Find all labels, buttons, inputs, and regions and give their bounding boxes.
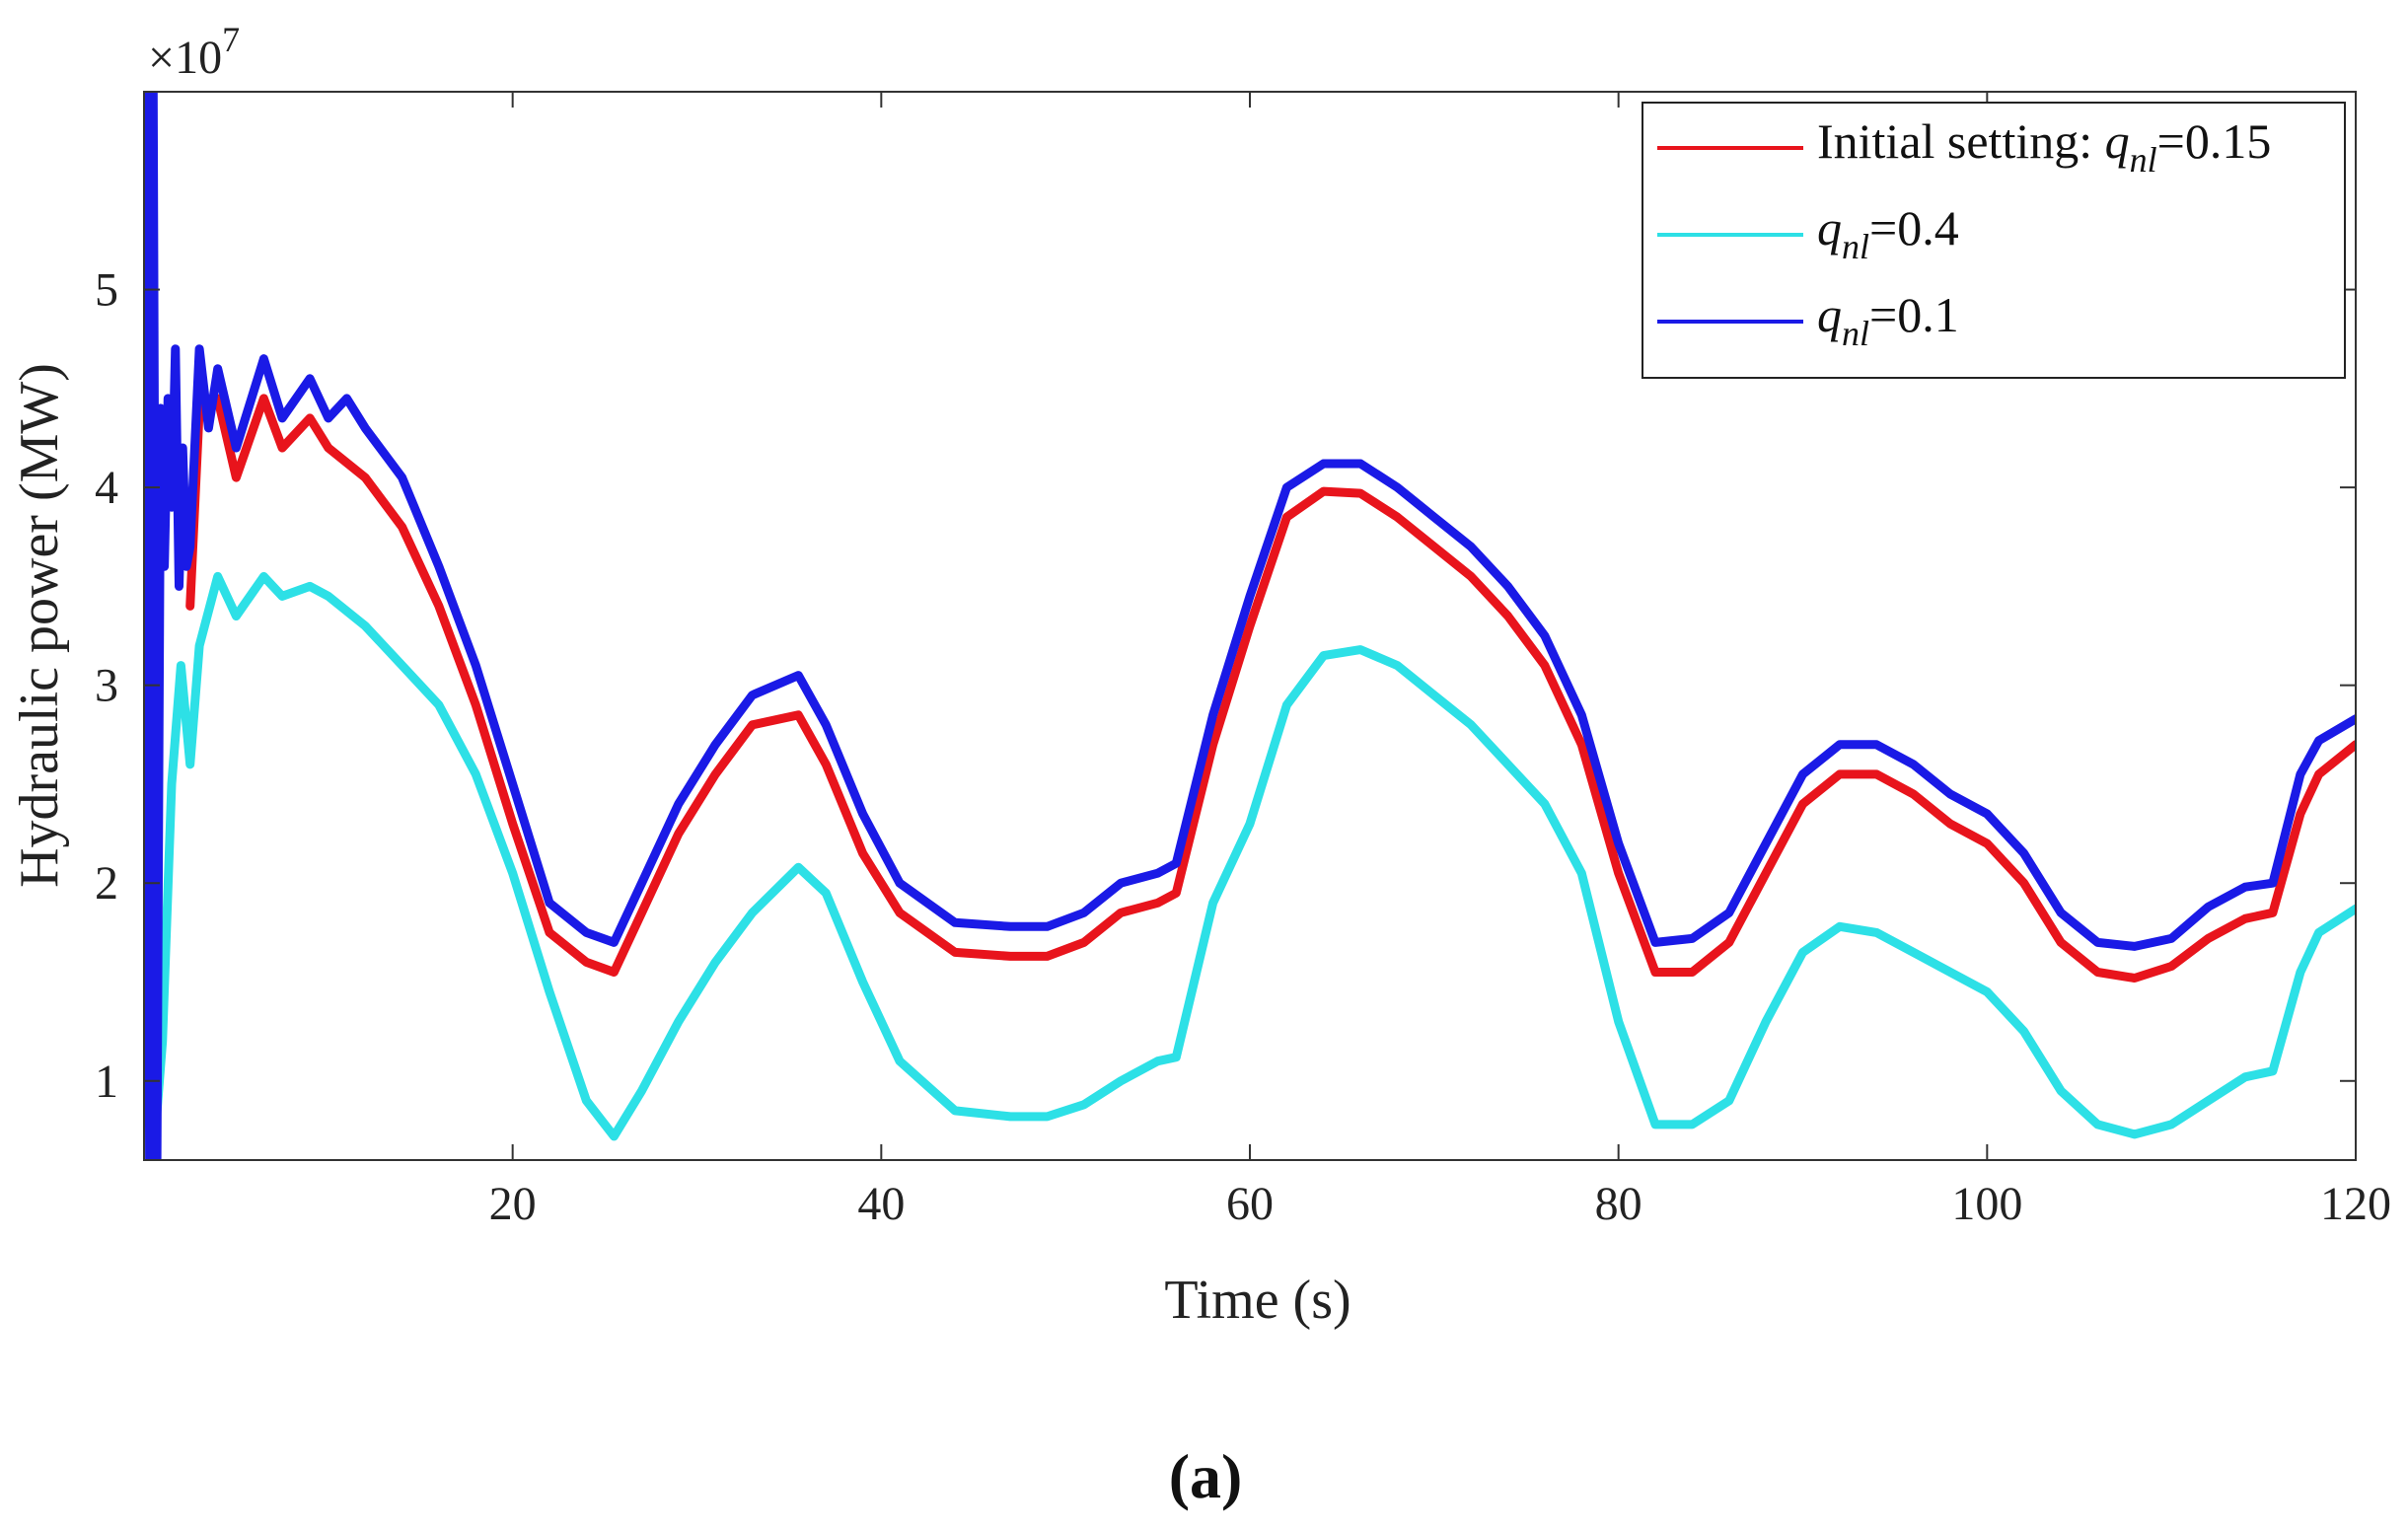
y-exponent-label: ×107: [148, 20, 240, 84]
x-tick-label: 120: [2320, 1178, 2391, 1230]
x-tick-label: 20: [489, 1178, 537, 1230]
y-tick-label: 4: [95, 462, 118, 514]
y-tick-label: 2: [95, 857, 118, 910]
series-line-1: [185, 394, 2356, 983]
x-tick-label: 80: [1595, 1178, 1642, 1230]
series-layer: [144, 92, 2356, 1160]
legend: Initial setting: qnl=0.15 qnl=0.4 qnl=0.1: [1642, 102, 2346, 379]
y-tick-label: 3: [95, 660, 118, 712]
legend-label-3: qnl=0.1: [1817, 287, 1959, 353]
subfigure-label: (a): [1169, 1441, 1243, 1511]
series-line-2: [148, 571, 2356, 1160]
legend-label-2: qnl=0.4: [1817, 200, 1959, 266]
y-axis-label: Hydraulic power (MW): [9, 363, 70, 888]
x-tick-label: 100: [1951, 1178, 2022, 1230]
y-tick-label: 1: [95, 1056, 118, 1108]
y-tick-label: 5: [95, 264, 118, 317]
y-axis: 1 2 3 4 5: [95, 264, 2356, 1108]
y-exponent-power: 7: [222, 20, 240, 59]
series-line-3: [144, 92, 2356, 1160]
x-tick-label: 60: [1226, 1178, 1274, 1230]
x-tick-label: 40: [857, 1178, 905, 1230]
x-axis-label: Time (s): [1164, 1270, 1350, 1331]
legend-label-1: Initial setting: qnl=0.15: [1817, 113, 2271, 180]
x-axis: 20 40 60 80 100 120: [489, 92, 2391, 1230]
